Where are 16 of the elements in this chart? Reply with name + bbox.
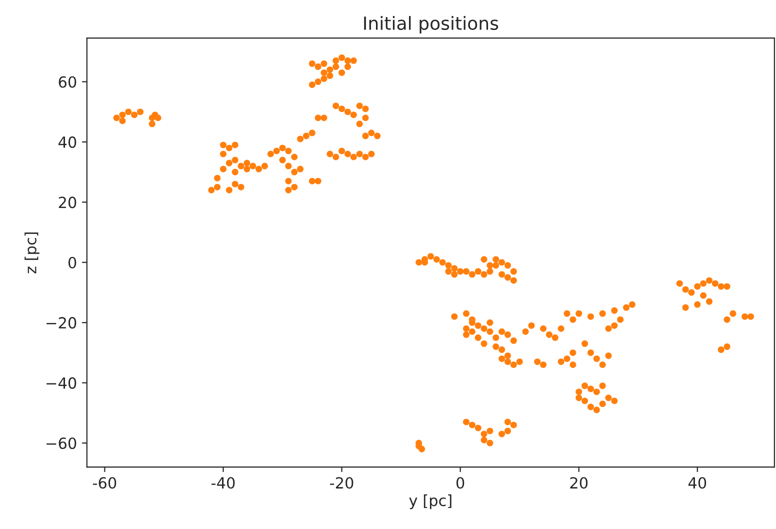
x-tick-label: -60 <box>92 477 116 489</box>
y-tick-label: 20 <box>58 196 76 208</box>
y-tick-label: 40 <box>58 136 76 148</box>
y-tick-label: −60 <box>46 437 76 450</box>
x-tick-label: 0 <box>456 477 464 489</box>
y-tick-label: −20 <box>46 317 76 329</box>
x-tick-label: 40 <box>688 477 706 489</box>
x-tick-label: 20 <box>570 477 588 489</box>
y-tick-label: 60 <box>58 76 76 88</box>
y-axis-title: z [pc] <box>24 232 40 274</box>
y-tick-label: 0 <box>68 256 76 268</box>
x-tick-label: -40 <box>212 477 235 489</box>
chart-title: Initial positions <box>364 16 498 34</box>
x-axis-title: y [pc] <box>409 494 452 510</box>
x-tick-label: -20 <box>330 477 354 489</box>
y-tick-label: −40 <box>46 377 76 389</box>
